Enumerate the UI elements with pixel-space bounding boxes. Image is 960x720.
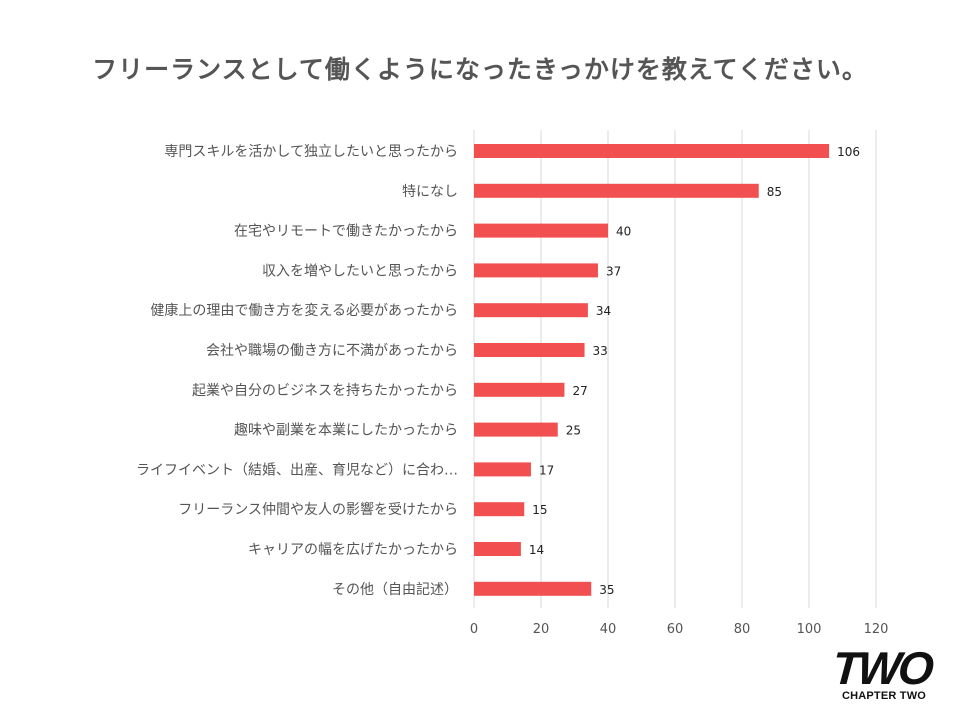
data-label: 106 — [837, 145, 860, 159]
category-label: 収入を増やしたいと思ったから — [262, 263, 458, 279]
x-tick-label: 80 — [734, 622, 751, 637]
category-label: 起業や自分のビジネスを持ちたかったから — [192, 383, 458, 399]
x-tick-label: 20 — [533, 622, 550, 637]
category-label: その他（自由記述） — [332, 581, 458, 598]
bar — [474, 462, 531, 477]
category-label: 在宅やリモートで働きたかったから — [234, 224, 458, 240]
bar — [474, 581, 592, 596]
bar — [474, 422, 558, 437]
bar — [474, 502, 525, 517]
category-label: 会社や職場の働き方に不満があったから — [206, 343, 458, 359]
category-label: キャリアの幅を広げたかったから — [248, 542, 458, 558]
x-tick-label: 100 — [797, 622, 822, 637]
data-label: 27 — [572, 384, 587, 398]
category-label: 専門スキルを活かして独立したいと思ったから — [164, 144, 458, 160]
chapter-two-logo: TWO — [831, 636, 936, 704]
data-label: 40 — [616, 225, 631, 239]
data-label: 15 — [532, 503, 547, 517]
x-tick-label: 40 — [600, 622, 617, 637]
data-label: 37 — [606, 264, 621, 278]
x-tick-label: 60 — [667, 622, 684, 637]
logo-subtitle: CHAPTER TWO — [841, 690, 927, 702]
category-label: ライフイベント（結婚、出産、育児など）に合わ… — [136, 462, 458, 478]
bar — [474, 343, 585, 357]
bar — [474, 144, 830, 158]
data-label: 25 — [566, 424, 581, 438]
category-label: 特になし — [402, 184, 458, 200]
bar — [474, 263, 598, 278]
category-label: 健康上の理由で働き方を変える必要があったから — [150, 302, 458, 319]
data-label: 35 — [599, 583, 614, 597]
data-label: 17 — [539, 463, 554, 477]
bar — [474, 382, 565, 397]
category-label: 趣味や副業を本業にしたかったから — [234, 423, 458, 439]
x-tick-label: 0 — [470, 622, 478, 637]
data-label: 33 — [593, 344, 608, 358]
bar — [474, 542, 521, 556]
x-tick-label: 120 — [864, 622, 889, 637]
bar — [474, 303, 588, 318]
chart-title: フリーランスとして働くようになったきっかけを教えてください。 — [92, 55, 868, 84]
data-label: 14 — [529, 543, 544, 557]
category-label: フリーランス仲間や友人の影響を受けたから — [178, 501, 458, 518]
logo-mark: TWO — [834, 642, 934, 694]
data-label: 34 — [596, 304, 611, 318]
bar — [474, 183, 759, 198]
bar — [474, 223, 608, 238]
data-label: 85 — [767, 185, 782, 199]
